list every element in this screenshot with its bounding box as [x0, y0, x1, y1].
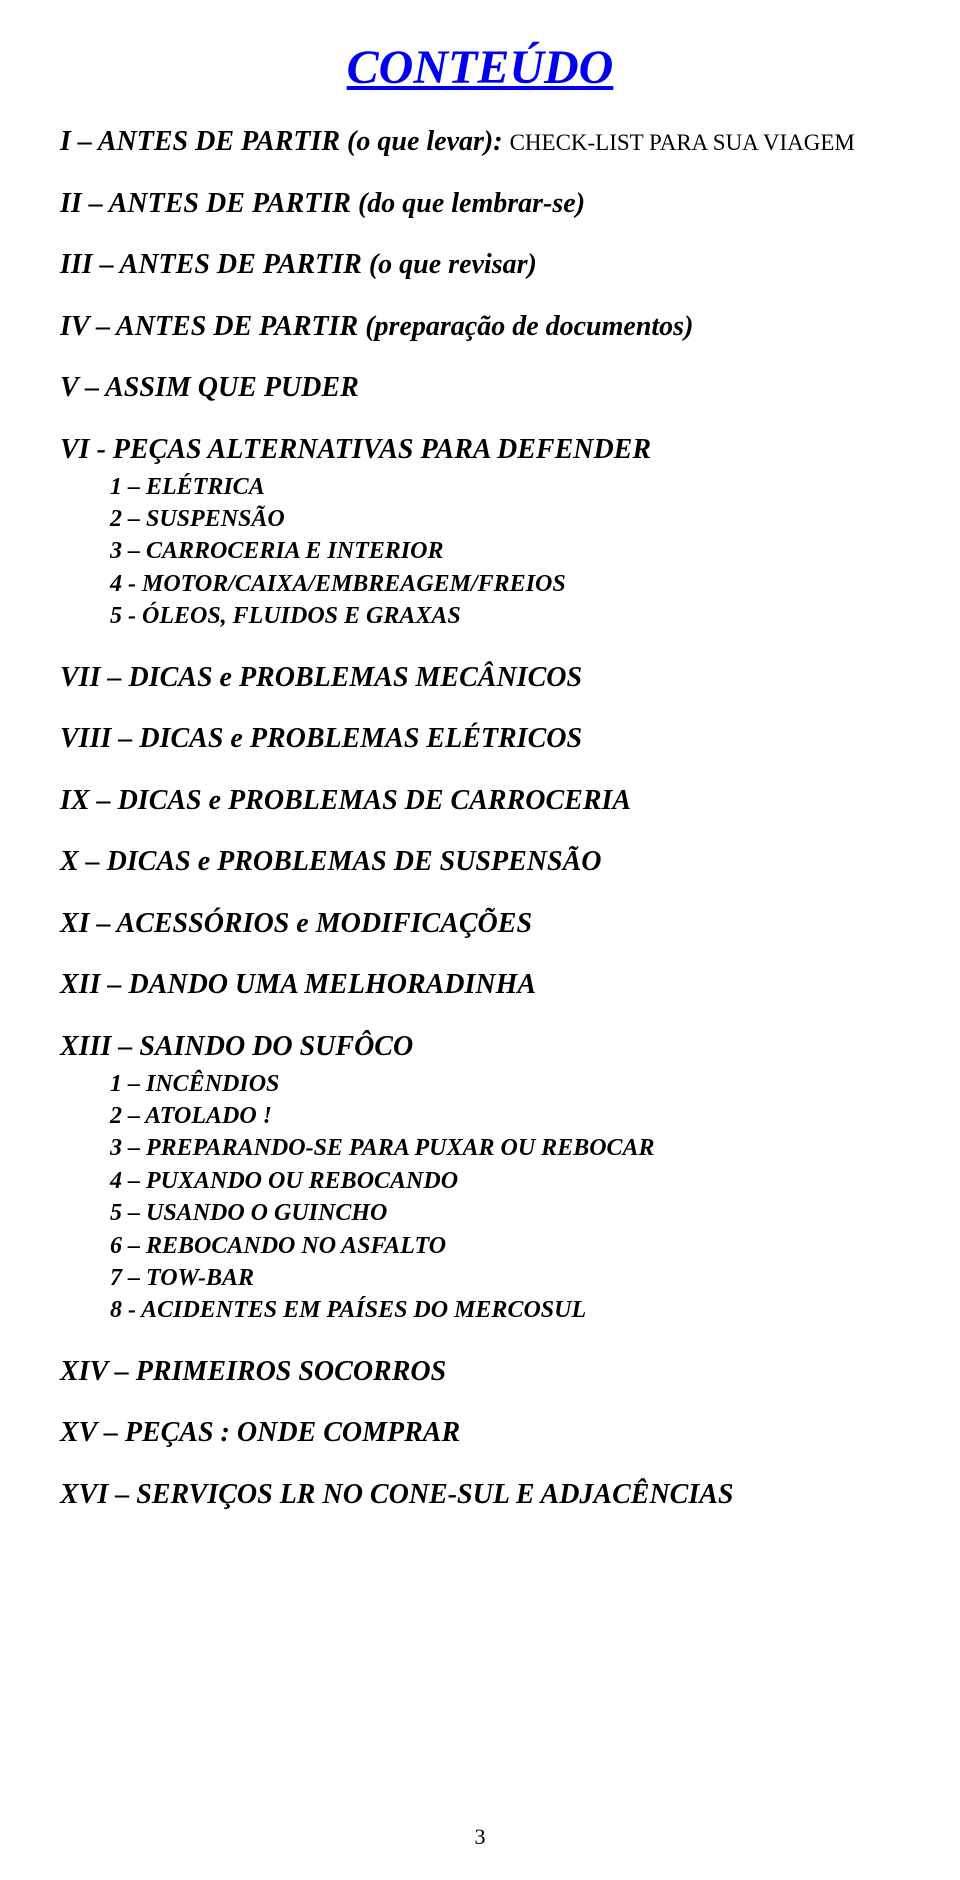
toc-section-1: I – ANTES DE PARTIR (o que levar): CHECK… [60, 125, 900, 159]
toc-section-14: XIV – PRIMEIROS SOCORROS [60, 1355, 900, 1389]
page-number: 3 [0, 1824, 960, 1850]
toc-subitem: 3 – CARROCERIA E INTERIOR [110, 535, 900, 567]
toc-subitem: 1 – ELÉTRICA [110, 471, 900, 503]
toc-section-2: II – ANTES DE PARTIR (do que lembrar-se) [60, 187, 900, 221]
toc-subitem: 5 – USANDO O GUINCHO [110, 1197, 900, 1229]
toc-subitem: 3 – PREPARANDO-SE PARA PUXAR OU REBOCAR [110, 1132, 900, 1164]
toc-section-15: XV – PEÇAS : ONDE COMPRAR [60, 1416, 900, 1450]
toc-section-10: X – DICAS e PROBLEMAS DE SUSPENSÃO [60, 845, 900, 879]
toc-section-8: VIII – DICAS e PROBLEMAS ELÉTRICOS [60, 722, 900, 756]
toc-note: CHECK-LIST PARA SUA VIAGEM [510, 130, 855, 155]
toc-section-13: XIII – SAINDO DO SUFÔCO [60, 1030, 900, 1064]
toc-subitem: 2 – SUSPENSÃO [110, 503, 900, 535]
toc-subitem: 4 - MOTOR/CAIXA/EMBREAGEM/FREIOS [110, 568, 900, 600]
toc-subitem: 1 – INCÊNDIOS [110, 1068, 900, 1100]
toc-section-11: XI – ACESSÓRIOS e MODIFICAÇÕES [60, 907, 900, 941]
toc-subitem: 2 – ATOLADO ! [110, 1100, 900, 1132]
toc-section-3: III – ANTES DE PARTIR (o que revisar) [60, 248, 900, 282]
toc-section-5: V – ASSIM QUE PUDER [60, 371, 900, 405]
document-page: CONTEÚDO I – ANTES DE PARTIR (o que leva… [0, 0, 960, 1512]
toc-subitem: 5 - ÓLEOS, FLUIDOS E GRAXAS [110, 600, 900, 632]
toc-section-6: VI - PEÇAS ALTERNATIVAS PARA DEFENDER [60, 433, 900, 467]
toc-subitem: 8 - ACIDENTES EM PAÍSES DO MERCOSUL [110, 1294, 900, 1326]
toc-sublist-13: 1 – INCÊNDIOS 2 – ATOLADO ! 3 – PREPARAN… [110, 1068, 900, 1327]
toc-heading: I – ANTES DE PARTIR (o que levar): [60, 126, 510, 157]
toc-section-9: IX – DICAS e PROBLEMAS DE CARROCERIA [60, 784, 900, 818]
page-title: CONTEÚDO [60, 40, 900, 95]
toc-subitem: 7 – TOW-BAR [110, 1262, 900, 1294]
toc-section-12: XII – DANDO UMA MELHORADINHA [60, 968, 900, 1002]
toc-sublist-6: 1 – ELÉTRICA 2 – SUSPENSÃO 3 – CARROCERI… [110, 471, 900, 633]
toc-section-7: VII – DICAS e PROBLEMAS MECÂNICOS [60, 661, 900, 695]
toc-section-16: XVI – SERVIÇOS LR NO CONE-SUL E ADJACÊNC… [60, 1478, 900, 1512]
toc-subitem: 4 – PUXANDO OU REBOCANDO [110, 1165, 900, 1197]
toc-section-4: IV – ANTES DE PARTIR (preparação de docu… [60, 310, 900, 344]
toc-subitem: 6 – REBOCANDO NO ASFALTO [110, 1230, 900, 1262]
